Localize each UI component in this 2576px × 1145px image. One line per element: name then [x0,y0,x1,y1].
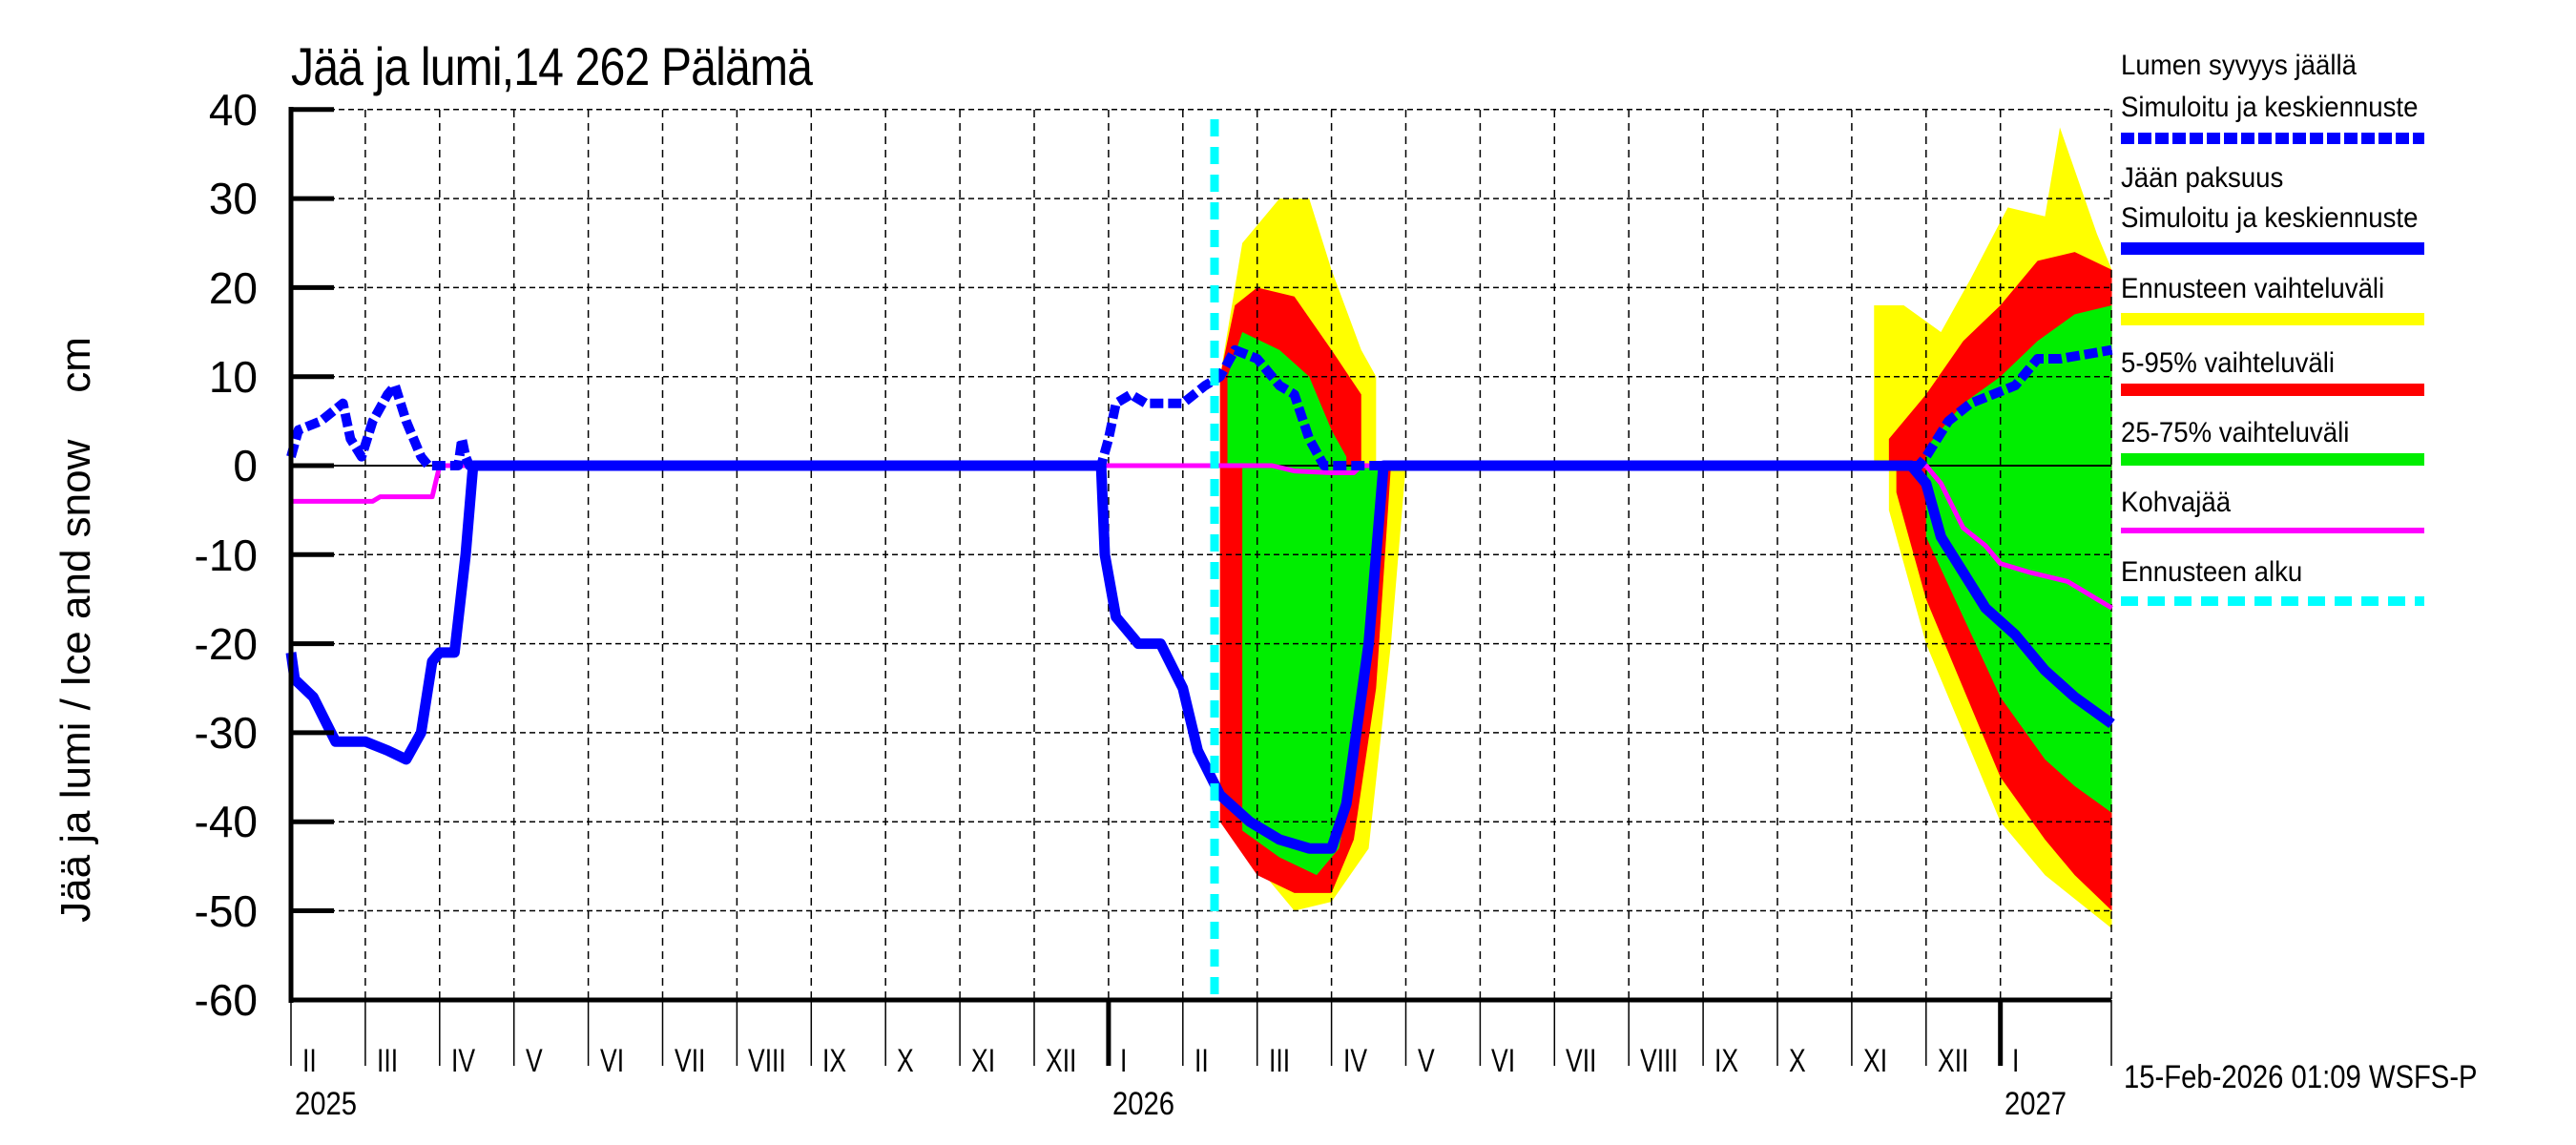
legend-range-25-75: 25-75% vaihteluväli [2121,417,2350,448]
forecast-bands [1219,127,2112,929]
y-axis-label: Jää ja lumi / Ice and snow cm [52,337,99,923]
month-label: IV [1342,1043,1367,1079]
legend-ice-swatch [2121,242,2424,255]
y-tick-label: -60 [194,975,258,1025]
month-label: IX [1714,1043,1739,1079]
legend-range-25-75-swatch [2121,453,2424,466]
y-tick-label: -40 [194,797,258,847]
month-label: VIII [748,1043,787,1079]
legend-range-all-swatch [2121,313,2424,325]
legend-range-all: Ennusteen vaihteluväli [2121,273,2385,304]
month-label: III [376,1043,398,1079]
y-tick-label: 10 [208,351,258,402]
y-tick-label: -10 [194,530,258,580]
y-tick-label: 20 [208,262,258,313]
chart-title: Jää ja lumi,14 262 Pälämä [291,36,813,96]
month-label: XII [1046,1043,1077,1079]
legend-snow-sub: Simuloitu ja keskiennuste [2121,92,2419,123]
month-label: I [2011,1043,2020,1079]
month-label: III [1268,1043,1290,1079]
month-label: I [1119,1043,1128,1079]
month-label: XI [1862,1043,1887,1079]
y-tick-label: 40 [208,85,258,135]
month-label: II [1194,1043,1209,1079]
month-label: X [1789,1043,1806,1079]
legend-forecast-start: Ennusteen alku [2121,556,2303,588]
y-tick-label: -20 [194,618,258,669]
month-label: VIII [1640,1043,1678,1079]
legend-snow-title: Lumen syvyys jäällä [2121,50,2357,81]
legend-snow-swatch [2121,133,2424,144]
month-label: IX [822,1043,847,1079]
legend-slush: Kohvajää [2121,487,2232,518]
year-label: 2027 [2004,1086,2067,1122]
grid-lines [291,109,2112,1001]
ice-thickness-line [285,460,2115,854]
month-label: V [525,1043,543,1079]
slush-line [291,463,2113,611]
snow-depth-line [286,344,2113,470]
month-label: VII [674,1043,705,1079]
legend-ice-title: Jään paksuus [2121,162,2284,194]
data-lines [285,119,2115,1000]
year-label: 2025 [295,1086,358,1122]
month-label: VI [1491,1043,1516,1079]
timestamp: 15-Feb-2026 01:09 WSFS-P [2124,1059,2478,1095]
legend-range-5-95: 5-95% vaihteluväli [2121,347,2336,379]
month-label: V [1417,1043,1435,1079]
y-tick-label: 0 [233,441,258,491]
y-tick-label: -30 [194,708,258,759]
legend-slush-swatch [2121,528,2424,533]
month-label: VI [599,1043,624,1079]
month-label: X [897,1043,914,1079]
month-label: XI [971,1043,996,1079]
month-label: II [302,1043,317,1079]
year-label: 2026 [1111,1086,1174,1122]
legend-range-5-95-swatch [2121,384,2424,396]
month-label: XII [1937,1043,1969,1079]
y-tick-label: 30 [208,174,258,224]
month-label: IV [450,1043,475,1079]
y-tick-label: -50 [194,885,258,936]
axes [288,107,2112,1066]
legend-ice-sub: Simuloitu ja keskiennuste [2121,202,2419,234]
legend-forecast-start-swatch [2121,596,2424,606]
month-label: VII [1566,1043,1597,1079]
